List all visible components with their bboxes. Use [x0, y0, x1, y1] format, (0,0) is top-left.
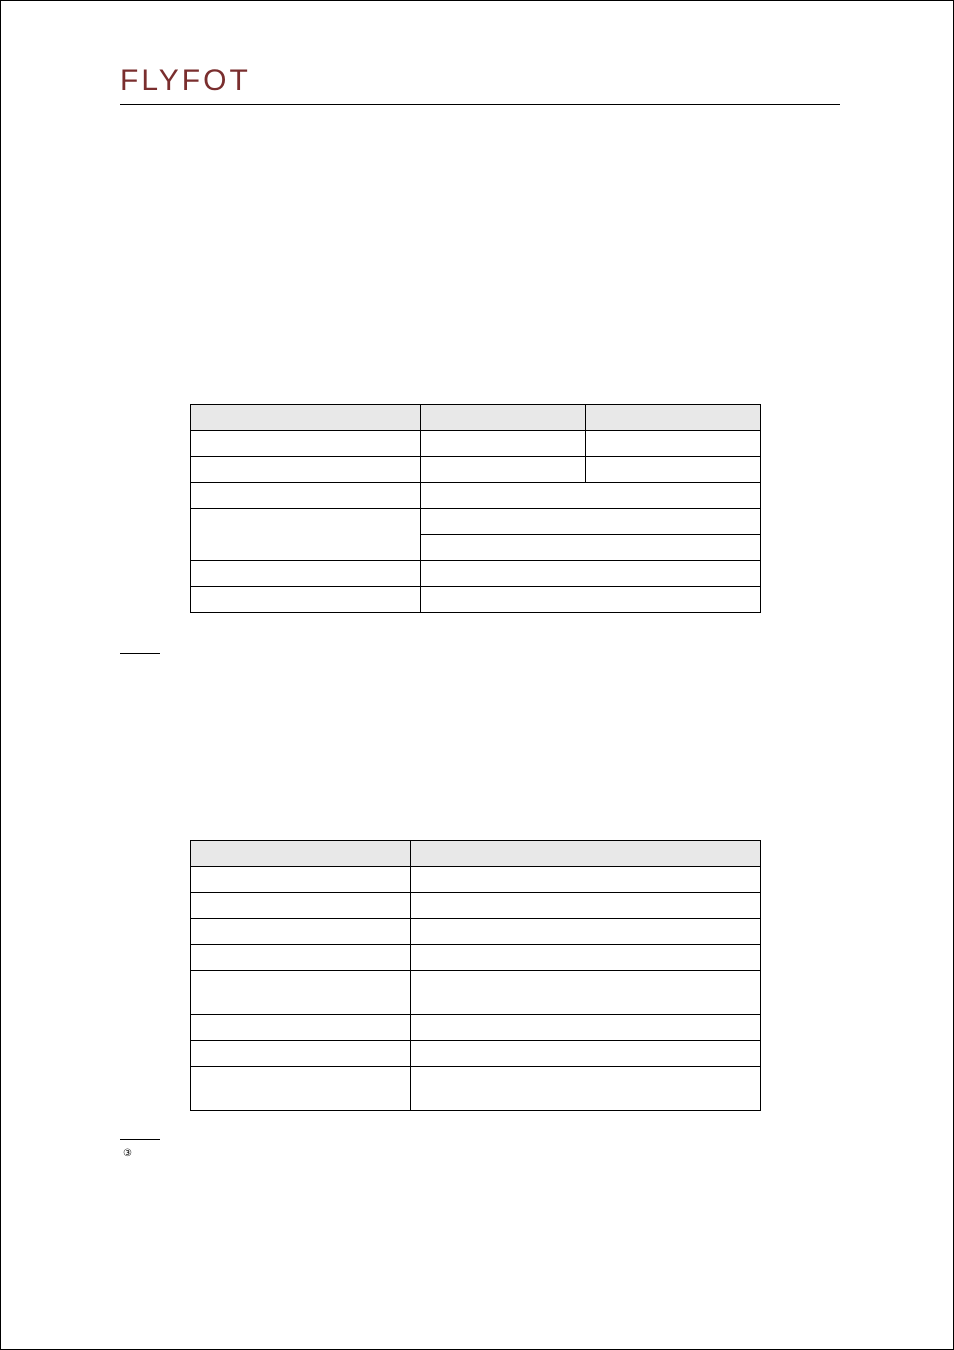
- footnote-rule-1: [120, 653, 160, 654]
- table-row: [191, 919, 761, 945]
- flyfot-logo: FLYFOT: [120, 60, 370, 100]
- table-row: [191, 1015, 761, 1041]
- table-row: [191, 867, 761, 893]
- table-row: [191, 893, 761, 919]
- table-row: [191, 483, 761, 509]
- t2-h0: [191, 841, 411, 867]
- table-row: [191, 945, 761, 971]
- footnote-rule-2: [120, 1139, 160, 1140]
- t1-h1: [421, 405, 586, 431]
- logo-text: FLYFOT: [120, 64, 251, 97]
- footnote-marker-3: ③: [123, 1148, 132, 1159]
- page-border: [0, 0, 954, 1350]
- table-row: [191, 1041, 761, 1067]
- table-row: [191, 587, 761, 613]
- t2-h1: [411, 841, 761, 867]
- table-1-header: [191, 405, 761, 431]
- table-row: [191, 509, 761, 535]
- header-rule: [120, 104, 840, 105]
- table-1: [190, 404, 761, 613]
- table-row: [191, 431, 761, 457]
- table-2: [190, 840, 761, 1111]
- t1-h2: [586, 405, 761, 431]
- table-row: [191, 971, 761, 1015]
- table-row: [191, 457, 761, 483]
- table-row: [191, 1067, 761, 1111]
- table-row: [191, 561, 761, 587]
- table-2-header: [191, 841, 761, 867]
- t1-h0: [191, 405, 421, 431]
